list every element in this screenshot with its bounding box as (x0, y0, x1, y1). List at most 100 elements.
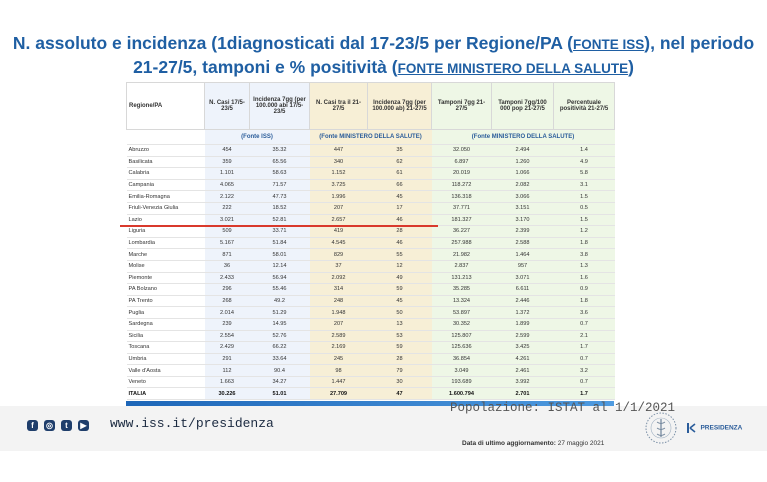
presidenza-label: PRESIDENZA (700, 424, 743, 432)
cell-swabs-per-pop: 4.261 (491, 353, 554, 366)
cell-swabs-per-pop: 2.446 (491, 295, 554, 308)
title-source-iss: FONTE ISS (573, 37, 645, 52)
facebook-icon[interactable]: f (27, 420, 38, 431)
cell-incidence-ministero: 79 (367, 364, 432, 377)
table-row: Lombardia 5.167 51.84 4.545 46 257.988 2.588 1.… (126, 237, 615, 250)
cell-cases-ministero: 245 (309, 353, 368, 366)
cell-positivity: 1.7 (553, 387, 615, 401)
cell-cases-ministero: 1.948 (309, 306, 368, 319)
table-body: Abruzzo 454 35.32 447 35 32.050 2.494 1.4 Basili… (126, 144, 615, 401)
cell-region: Campania (126, 179, 205, 192)
cell-incidence-iss: 90.4 (249, 364, 310, 377)
header-swabs-per-pop: Tamponi 7gg/100 000 pop 21-27/5 (491, 82, 554, 130)
cell-incidence-ministero: 62 (367, 156, 432, 169)
cell-incidence-iss: 47.73 (249, 190, 310, 203)
cell-incidence-ministero: 59 (367, 341, 432, 354)
cell-region: Sardegna (126, 318, 205, 331)
youtube-icon[interactable]: ▶ (78, 420, 89, 431)
footer-url[interactable]: www.iss.it/presidenza (110, 416, 274, 431)
cell-region: Sicilia (126, 330, 205, 343)
cell-region: Basilicata (126, 156, 205, 169)
cell-positivity: 2.1 (553, 330, 615, 343)
title-line-2: 21-27/5, tamponi e % positività (FONTE M… (0, 56, 767, 80)
cell-cases-iss: 239 (204, 318, 250, 331)
cell-incidence-ministero: 50 (367, 306, 432, 319)
cell-cases-ministero: 314 (309, 283, 368, 296)
cell-swabs: 6.897 (431, 156, 492, 169)
presidenza-icon (687, 422, 696, 433)
cell-region: ITALIA (126, 387, 205, 401)
cell-incidence-iss: 52.76 (249, 330, 310, 343)
cell-positivity: 3.6 (553, 306, 615, 319)
cell-swabs: 32.050 (431, 144, 492, 157)
region-data-table: Regione/PA N. Casi 17/5-23/5 Incidenza 7… (126, 82, 615, 401)
cell-cases-ministero: 2.169 (309, 341, 368, 354)
last-update-date: 27 maggio 2021 (557, 440, 605, 447)
cell-incidence-iss: 33.64 (249, 353, 310, 366)
table-row: Lazio 3.021 52.81 2.657 46 181.327 3.170 1.5 (126, 214, 615, 227)
cell-swabs-per-pop: 1.899 (491, 318, 554, 331)
cell-swabs: 131.213 (431, 272, 492, 285)
cell-region: PA Trento (126, 295, 205, 308)
title-source-ministero: FONTE MINISTERO DELLA SALUTE (397, 61, 629, 76)
cell-positivity: 1.8 (553, 237, 615, 250)
twitter-icon[interactable]: t (61, 420, 72, 431)
table-row: Toscana 2.429 66.22 2.169 59 125.636 3.425 1.7 (126, 341, 615, 354)
cell-incidence-ministero: 49 (367, 272, 432, 285)
cell-swabs-per-pop: 2.082 (491, 179, 554, 192)
cell-incidence-ministero: 17 (367, 202, 432, 215)
cell-incidence-iss: 18.52 (249, 202, 310, 215)
cell-incidence-iss: 58.01 (249, 248, 310, 261)
cell-swabs: 193.689 (431, 376, 492, 389)
cell-cases-ministero: 37 (309, 260, 368, 273)
table-row: Sicilia 2.554 52.76 2.589 53 125.807 2.599 2.1 (126, 330, 615, 343)
cell-incidence-ministero: 59 (367, 283, 432, 296)
cell-swabs: 118.272 (431, 179, 492, 192)
cell-incidence-ministero: 61 (367, 167, 432, 180)
cell-swabs: 53.897 (431, 306, 492, 319)
source-empty (126, 129, 205, 145)
header-incidence-ministero: Incidenza 7gg (per 100.000 ab) 21-27/5 (367, 82, 432, 130)
cell-cases-ministero: 207 (309, 202, 368, 215)
cell-positivity: 0.7 (553, 376, 615, 389)
table-row: Calabria 1.101 58.63 1.152 61 20.019 1.066 5.8 (126, 167, 615, 180)
cell-cases-ministero: 1.447 (309, 376, 368, 389)
cell-incidence-iss: 34.27 (249, 376, 310, 389)
table-row: PA Trento 268 49.2 248 45 13.324 2.446 1.8 (126, 295, 615, 308)
cell-cases-ministero: 98 (309, 364, 368, 377)
table-source-row: (Fonte ISS) (Fonte MINISTERO DELLA SALUT… (126, 129, 615, 145)
cell-cases-iss: 2.122 (204, 190, 250, 203)
cell-incidence-iss: 65.56 (249, 156, 310, 169)
cell-incidence-iss: 55.46 (249, 283, 310, 296)
cell-incidence-iss: 66.22 (249, 341, 310, 354)
cell-swabs-per-pop: 6.611 (491, 283, 554, 296)
cell-positivity: 1.5 (553, 190, 615, 203)
table-row: Abruzzo 454 35.32 447 35 32.050 2.494 1.4 (126, 144, 615, 157)
cell-positivity: 1.5 (553, 214, 615, 227)
cell-cases-iss: 871 (204, 248, 250, 261)
cell-swabs: 181.327 (431, 214, 492, 227)
cell-positivity: 3.8 (553, 248, 615, 261)
presidenza-brand: PRESIDENZA (686, 419, 742, 437)
table-row: Umbria 291 33.64 245 28 36.854 4.261 0.7 (126, 353, 615, 366)
instagram-icon[interactable]: ◎ (44, 420, 55, 431)
cell-incidence-iss: 56.94 (249, 272, 310, 285)
table-header-row: Regione/PA N. Casi 17/5-23/5 Incidenza 7… (126, 82, 615, 130)
cell-swabs: 36.227 (431, 225, 492, 238)
table-row: Liguria 509 33.71 419 28 36.227 2.399 1.2 (126, 225, 615, 238)
last-update-label: Data di ultimo aggiornamento: (462, 440, 556, 447)
cell-positivity: 0.7 (553, 318, 615, 331)
cell-cases-iss: 2.014 (204, 306, 250, 319)
cell-swabs: 125.807 (431, 330, 492, 343)
cell-region: Lazio (126, 214, 205, 227)
cell-cases-iss: 1.101 (204, 167, 250, 180)
cell-incidence-iss: 49.2 (249, 295, 310, 308)
cell-positivity: 1.8 (553, 295, 615, 308)
cell-swabs-per-pop: 2.588 (491, 237, 554, 250)
cell-incidence-iss: 51.84 (249, 237, 310, 250)
cell-cases-ministero: 1.152 (309, 167, 368, 180)
cell-incidence-ministero: 53 (367, 330, 432, 343)
cell-incidence-iss: 12.14 (249, 260, 310, 273)
cell-incidence-iss: 52.81 (249, 214, 310, 227)
cell-cases-iss: 359 (204, 156, 250, 169)
